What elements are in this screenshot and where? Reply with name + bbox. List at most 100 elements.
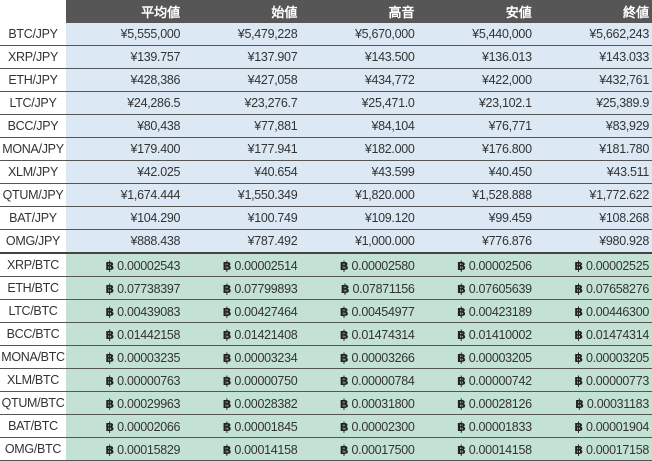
- price-cell: ฿ 0.00003266: [300, 345, 418, 369]
- table-row: QTUM/BTC ฿ 0.00029963 ฿ 0.00028382 ฿ 0.0003…: [0, 391, 652, 415]
- table-row: LTC/JPY ¥24,286.5 ¥23,276.7 ¥25,471.0 ¥23,10…: [0, 91, 652, 115]
- price-cell: ¥5,440,000: [417, 23, 535, 46]
- price-value: 0.01410002: [468, 327, 532, 342]
- price-cell: ฿ 0.00003205: [417, 345, 535, 369]
- price-value: 143.033: [605, 50, 649, 64]
- price-cell: ฿ 0.00028126: [417, 391, 535, 415]
- price-cell: ฿ 0.00001904: [534, 414, 652, 438]
- price-value: 25,471.0: [368, 96, 415, 110]
- price-value: 0.07799893: [234, 281, 298, 296]
- price-value: 0.00003234: [234, 350, 298, 365]
- price-value: 0.00000763: [117, 373, 181, 388]
- table-row: BAT/JPY ¥104.290 ¥100.749 ¥109.120 ¥99.459 ¥1…: [0, 206, 652, 230]
- pair-label: MONA/JPY: [0, 137, 66, 161]
- bitcoin-symbol: ฿: [574, 304, 583, 319]
- price-cell: ฿ 0.00017158: [534, 437, 652, 461]
- price-value: 179.400: [137, 142, 181, 156]
- price-value: 0.00017500: [351, 442, 415, 457]
- price-value: 5,555,000: [127, 27, 181, 41]
- bitcoin-symbol: ฿: [222, 350, 232, 365]
- price-value: 43.599: [378, 165, 415, 179]
- yen-symbol: ¥: [599, 73, 606, 87]
- yen-symbol: ¥: [371, 165, 379, 179]
- table-row: XLM/JPY ¥42.025 ¥40.654 ¥43.599 ¥40.450 ¥43.5…: [0, 160, 652, 184]
- bitcoin-symbol: ฿: [457, 373, 466, 388]
- price-value: 0.00001833: [468, 419, 532, 434]
- price-value: 0.00002514: [234, 258, 298, 273]
- price-cell: ฿ 0.01421408: [183, 322, 301, 346]
- bitcoin-symbol: ฿: [339, 327, 349, 342]
- bitcoin-symbol: ฿: [222, 442, 232, 457]
- price-cell: ¥1,772.622: [534, 183, 652, 207]
- bitcoin-symbol: ฿: [457, 419, 466, 434]
- price-value: 5,662,243: [596, 27, 649, 41]
- price-cell: ฿ 0.07871156: [300, 276, 418, 300]
- price-cell: ฿ 0.00014158: [183, 437, 301, 461]
- price-value: 76,771: [495, 119, 532, 133]
- price-value: 0.00002300: [351, 419, 415, 434]
- bitcoin-symbol: ฿: [340, 281, 350, 296]
- price-value: 0.00000773: [585, 373, 649, 388]
- pair-label: BCC/BTC: [0, 322, 66, 346]
- yen-symbol: ¥: [472, 188, 479, 202]
- pair-label: BAT/JPY: [0, 206, 66, 230]
- price-cell: ฿ 0.00002506: [417, 253, 535, 277]
- price-value: 0.00002506: [468, 258, 532, 273]
- price-cell: ¥428,386: [66, 68, 184, 92]
- price-cell: ¥77,881: [183, 114, 301, 138]
- yen-symbol: ¥: [247, 234, 255, 248]
- price-cell: ¥980.928: [534, 229, 652, 254]
- bitcoin-symbol: ฿: [222, 304, 232, 319]
- yen-symbol: ¥: [127, 96, 134, 110]
- bitcoin-symbol: ฿: [222, 396, 232, 411]
- bitcoin-symbol: ฿: [222, 281, 232, 296]
- price-cell: ¥427,058: [183, 68, 301, 92]
- price-cell: ¥83,929: [534, 114, 652, 138]
- price-value: 1,674.444: [127, 188, 181, 202]
- price-value: 0.00028126: [468, 396, 532, 411]
- yen-symbol: ¥: [254, 119, 261, 133]
- yen-symbol: ¥: [371, 119, 379, 133]
- pair-label: LTC/BTC: [0, 299, 66, 323]
- price-value: 0.00000750: [234, 373, 298, 388]
- price-cell: ¥1,820.000: [300, 183, 418, 207]
- price-value: 434,772: [371, 73, 415, 87]
- pair-label: XRP/JPY: [0, 45, 66, 69]
- price-value: 40.450: [495, 165, 532, 179]
- price-cell: ฿ 0.00014158: [417, 437, 535, 461]
- price-value: 23,276.7: [251, 96, 298, 110]
- price-value: 0.00002580: [351, 258, 415, 273]
- pair-label: XLM/BTC: [0, 368, 66, 392]
- price-cell: ¥80,438: [66, 114, 184, 138]
- yen-symbol: ¥: [364, 50, 372, 64]
- price-value: 181.780: [605, 142, 649, 156]
- pair-label: OMG/JPY: [0, 229, 66, 254]
- price-cell: ฿ 0.00002066: [66, 414, 184, 438]
- price-value: 43.511: [613, 165, 649, 179]
- table-row: OMG/JPY ¥888.438 ¥787.492 ¥1,000.000 ¥776.87…: [0, 229, 652, 254]
- bitcoin-symbol: ฿: [339, 419, 349, 434]
- price-cell: ¥84,104: [300, 114, 418, 138]
- price-cell: ¥100.749: [183, 206, 301, 230]
- bitcoin-symbol: ฿: [339, 304, 349, 319]
- price-value: 0.00001904: [585, 419, 649, 434]
- price-cell: ฿ 0.00454977: [300, 299, 418, 323]
- bitcoin-symbol: ฿: [339, 258, 349, 273]
- price-value: 1,772.622: [596, 188, 649, 202]
- table-row: BTC/JPY ¥5,555,000 ¥5,479,228 ¥5,670,000 ¥5,…: [0, 23, 652, 46]
- price-value: 0.00423189: [468, 304, 532, 319]
- header-high: 高音: [300, 0, 418, 23]
- price-cell: ¥24,286.5: [66, 91, 184, 115]
- price-value: 0.00028382: [234, 396, 298, 411]
- pair-label: MONA/BTC: [0, 345, 66, 369]
- price-value: 0.00015829: [117, 442, 181, 457]
- price-value: 182.000: [371, 142, 415, 156]
- yen-symbol: ¥: [120, 188, 128, 202]
- corner-cell: [0, 0, 66, 23]
- yen-symbol: ¥: [589, 188, 597, 202]
- price-value: 25,389.9: [602, 96, 650, 110]
- yen-symbol: ¥: [244, 96, 252, 110]
- bitcoin-symbol: ฿: [339, 373, 349, 388]
- price-value: 0.00029963: [117, 396, 181, 411]
- price-value: 42.025: [143, 165, 181, 179]
